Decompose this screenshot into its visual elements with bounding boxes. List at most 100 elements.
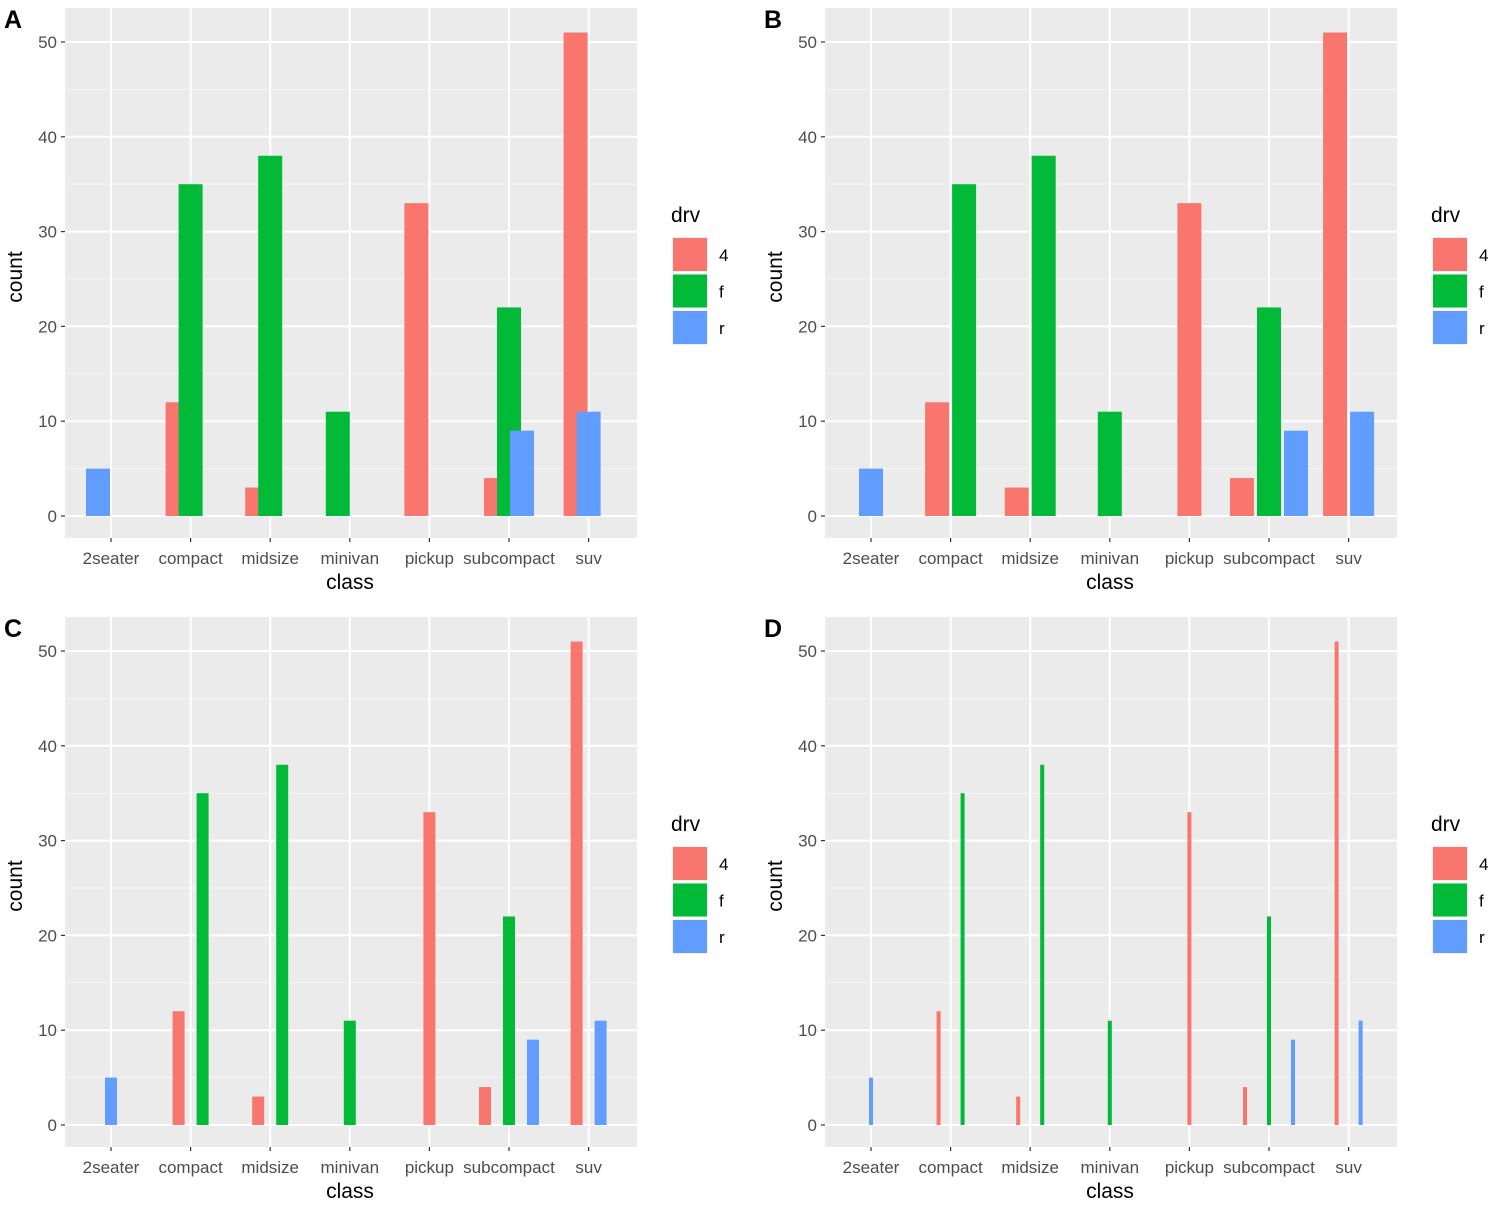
bar: [925, 402, 950, 516]
legend-key-swatch: [673, 274, 707, 308]
x-tick-label: midsize: [241, 549, 299, 568]
y-axis-title: count: [764, 860, 787, 912]
x-tick-label: pickup: [405, 1158, 454, 1177]
legend-entry-label: 4: [719, 855, 728, 874]
bar: [1243, 1087, 1247, 1125]
bar: [479, 1087, 491, 1125]
legend-title: drv: [1431, 813, 1461, 836]
x-axis-title: class: [1086, 1180, 1134, 1203]
bar: [594, 1020, 607, 1125]
y-tick-label: 10: [38, 1021, 57, 1040]
panel-label: D: [764, 615, 782, 643]
x-tick-label: compact: [158, 1158, 223, 1177]
bar: [1334, 641, 1339, 1125]
bar: [172, 1011, 185, 1125]
x-tick-label: 2seater: [83, 1158, 140, 1177]
chart-panel-b: 0 10 20 30 40 50 2seater compact midsize minivan p…: [764, 6, 1488, 594]
y-tick-label: 50: [798, 33, 817, 52]
y-tick-label: 0: [48, 1116, 57, 1135]
y-tick-label: 20: [798, 926, 817, 945]
bar: [1177, 203, 1202, 516]
y-tick-label: 20: [38, 317, 57, 336]
x-axis-title: class: [326, 571, 374, 594]
x-tick-label: subcompact: [1223, 549, 1315, 568]
legend-key-swatch: [673, 311, 707, 344]
bar: [196, 793, 209, 1125]
bar: [276, 764, 289, 1125]
bar: [1267, 916, 1271, 1125]
bar: [936, 1011, 941, 1125]
bar: [1107, 1020, 1112, 1125]
bar: [178, 184, 203, 516]
x-tick-label: subcompact: [1223, 1158, 1315, 1177]
x-tick-label: suv: [1335, 549, 1362, 568]
legend-entry-label: r: [1479, 928, 1485, 947]
y-axis-title: count: [764, 251, 787, 303]
bar: [570, 641, 583, 1125]
x-tick-label: 2seater: [83, 549, 140, 568]
legend-key-swatch: [673, 883, 707, 917]
x-tick-label: pickup: [405, 549, 454, 568]
chart-panel-a: 0 10 20 30 40 50 2seater compact midsize minivan p…: [4, 6, 728, 594]
bar: [86, 468, 110, 516]
bar: [1230, 478, 1254, 516]
y-tick-label: 30: [38, 223, 57, 242]
y-tick-label: 0: [808, 507, 817, 526]
bar: [325, 411, 350, 516]
panel-label: B: [764, 6, 782, 34]
x-tick-label: midsize: [241, 1158, 299, 1177]
bar: [1257, 307, 1281, 516]
x-tick-label: minivan: [1081, 1158, 1140, 1177]
bar: [952, 184, 977, 516]
y-axis-title: count: [4, 251, 27, 303]
x-tick-label: suv: [1335, 1158, 1362, 1177]
bar: [258, 155, 283, 516]
bar: [404, 203, 429, 516]
x-axis-title: class: [1086, 571, 1134, 594]
x-tick-label: minivan: [321, 549, 380, 568]
x-tick-label: minivan: [321, 1158, 380, 1177]
y-tick-label: 20: [798, 317, 817, 336]
x-tick-label: compact: [158, 549, 223, 568]
x-tick-label: midsize: [1001, 549, 1059, 568]
x-tick-label: compact: [918, 549, 983, 568]
bar: [510, 430, 534, 516]
y-tick-label: 30: [38, 832, 57, 851]
y-tick-label: 50: [798, 642, 817, 661]
legend-entry-label: f: [1479, 283, 1484, 302]
bar: [1040, 764, 1045, 1125]
legend-key-swatch: [673, 238, 707, 271]
x-axis-title: class: [326, 1180, 374, 1203]
x-tick-label: minivan: [1081, 549, 1140, 568]
y-tick-label: 30: [798, 832, 817, 851]
y-axis-title: count: [4, 860, 27, 912]
bar: [1323, 32, 1348, 517]
bar: [1016, 1096, 1021, 1125]
legend-title: drv: [1431, 204, 1461, 227]
legend-entry-label: f: [1479, 892, 1484, 911]
bar: [1097, 411, 1122, 516]
legend-entry-label: r: [719, 319, 725, 338]
legend-entry-label: 4: [1479, 855, 1488, 874]
x-tick-label: subcompact: [463, 1158, 555, 1177]
bar: [423, 812, 436, 1125]
legend-entry-label: f: [719, 892, 724, 911]
legend-entry-label: r: [1479, 319, 1485, 338]
bar: [869, 1077, 873, 1125]
x-tick-label: suv: [575, 549, 602, 568]
bar: [576, 411, 601, 516]
legend-entry-label: 4: [719, 246, 728, 265]
legend-entry-label: r: [719, 928, 725, 947]
y-tick-label: 40: [38, 737, 57, 756]
panel-label: A: [4, 6, 22, 34]
x-tick-label: subcompact: [463, 549, 555, 568]
y-tick-label: 50: [38, 33, 57, 52]
x-tick-label: 2seater: [843, 549, 900, 568]
y-tick-label: 0: [48, 507, 57, 526]
bar: [503, 916, 515, 1125]
x-tick-label: pickup: [1165, 549, 1214, 568]
panel-label: C: [4, 615, 22, 643]
legend-key-swatch: [1433, 274, 1467, 308]
y-tick-label: 40: [798, 128, 817, 147]
